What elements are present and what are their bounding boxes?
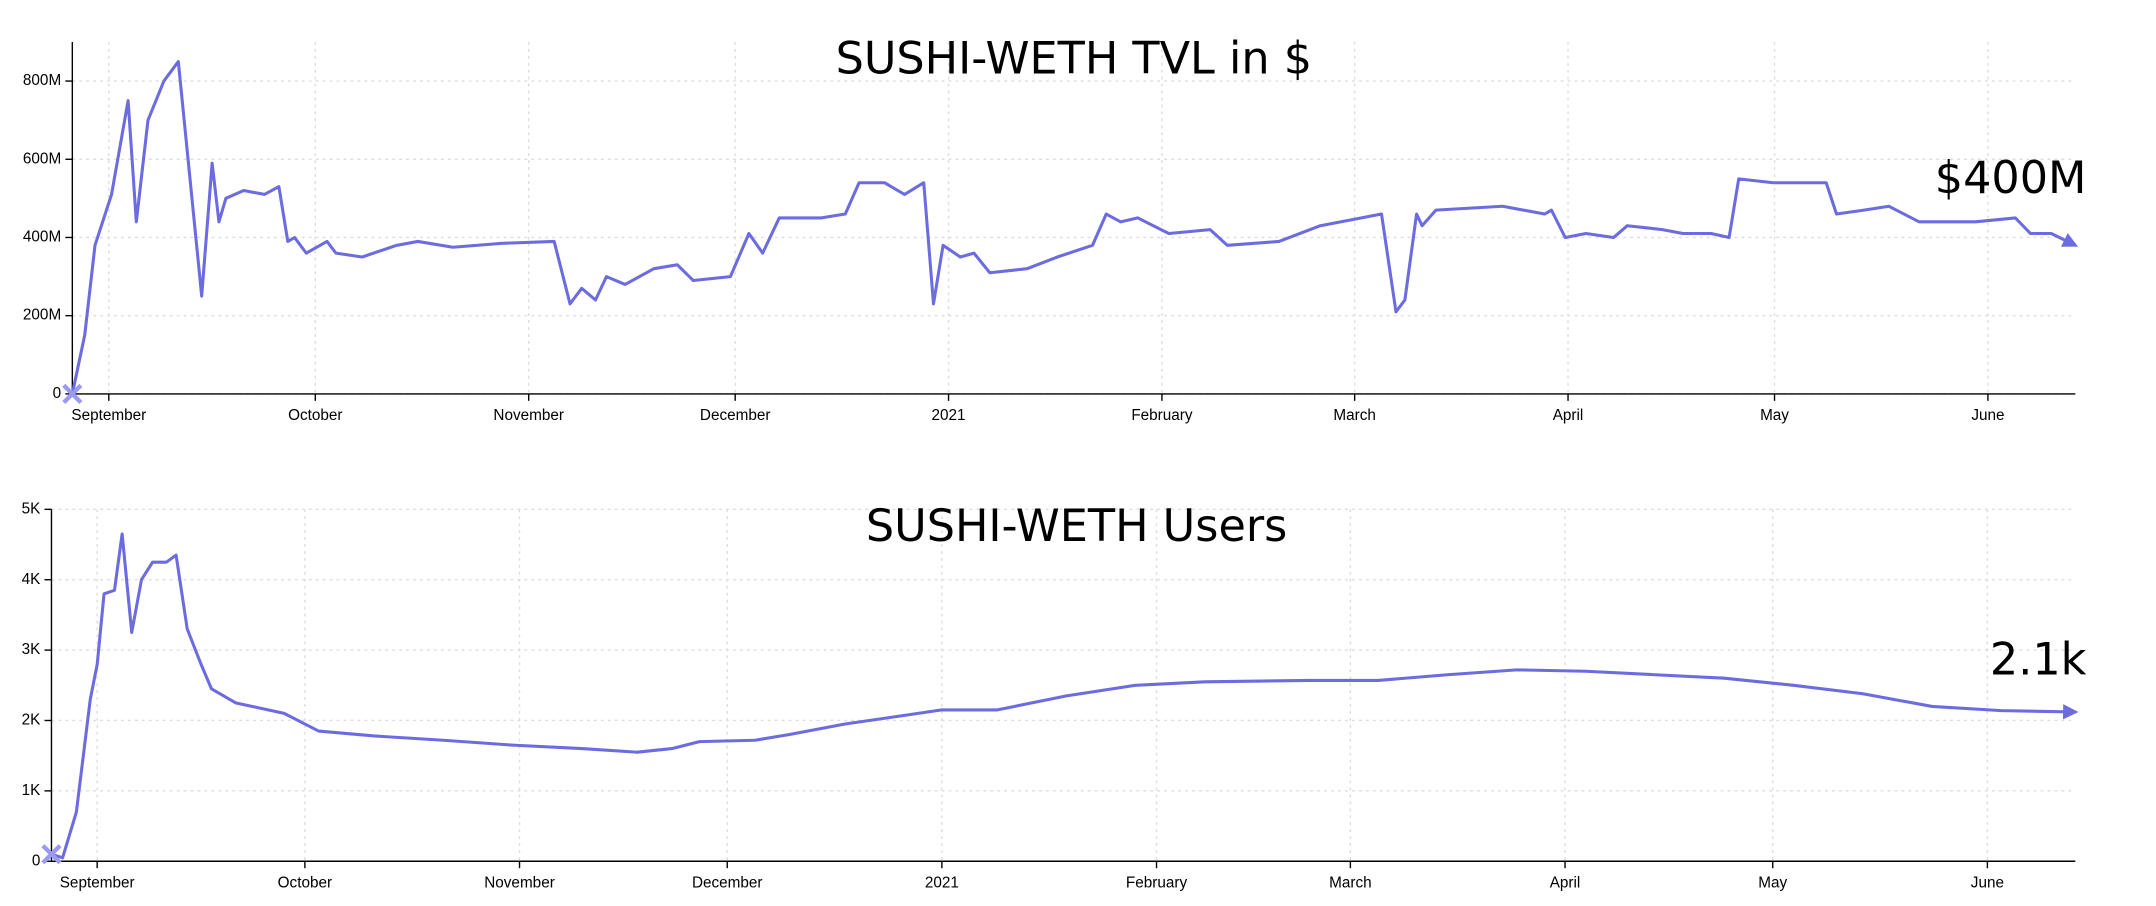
y-tick-label: 0 xyxy=(32,852,41,869)
x-tick-label: December xyxy=(692,875,763,892)
x-tick-label: 2021 xyxy=(925,875,959,892)
x-tick-label: February xyxy=(1126,875,1188,892)
x-tick-label: 2021 xyxy=(932,407,966,424)
x-tick-label: March xyxy=(1329,875,1372,892)
x-tick-label: February xyxy=(1131,407,1193,424)
x-tick-label: May xyxy=(1760,407,1789,424)
x-tick-label: September xyxy=(60,875,135,892)
x-tick-label: October xyxy=(288,407,342,424)
y-tick-label: 0 xyxy=(53,385,62,402)
x-tick-label: November xyxy=(484,875,555,892)
x-tick-label: May xyxy=(1758,875,1787,892)
y-tick-label: 600M xyxy=(23,150,61,167)
x-tick-label: November xyxy=(493,407,564,424)
annotation: 2.1k xyxy=(1990,634,2087,685)
y-tick-label: 4K xyxy=(22,571,42,588)
y-tick-label: 5K xyxy=(22,500,42,517)
x-tick-label: June xyxy=(1971,875,2004,892)
y-tick-label: 1K xyxy=(22,782,42,799)
y-tick-label: 400M xyxy=(23,229,61,246)
chart-title: SUSHI-WETH TVL in $ xyxy=(836,33,1312,84)
x-tick-label: December xyxy=(700,407,771,424)
x-tick-label: March xyxy=(1333,407,1376,424)
data-line xyxy=(41,532,2079,865)
data-line xyxy=(62,60,2079,404)
y-tick-label: 800M xyxy=(23,72,61,89)
chart-title: SUSHI-WETH Users xyxy=(866,501,1287,552)
x-tick-label: April xyxy=(1550,875,1581,892)
y-tick-label: 200M xyxy=(23,307,61,324)
y-tick-label: 3K xyxy=(22,641,42,658)
x-tick-label: June xyxy=(1971,407,2004,424)
x-tick-label: October xyxy=(278,875,332,892)
annotation: $400M xyxy=(1935,153,2087,204)
x-tick-label: April xyxy=(1553,407,1584,424)
y-tick-label: 2K xyxy=(22,712,42,729)
x-tick-label: September xyxy=(71,407,146,424)
